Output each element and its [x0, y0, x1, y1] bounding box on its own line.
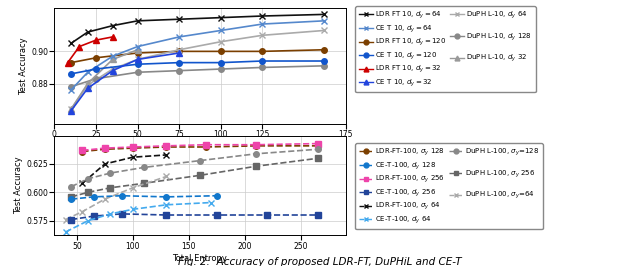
Legend: LDR-FT-100, $\sigma_y$ 128, CE-T-100, $d_y$ 128, LDR-FT-100, $\sigma_y$ 256, CE-: LDR-FT-100, $\sigma_y$ 128, CE-T-100, $d… — [355, 143, 543, 230]
Text: Total Entropy: Total Entropy — [172, 254, 227, 263]
Text: Fig. 2:  Accuracy of proposed LDR-FT, DuPHiL and CE-T: Fig. 2: Accuracy of proposed LDR-FT, DuP… — [178, 257, 462, 266]
Y-axis label: Test Accuracy: Test Accuracy — [19, 37, 28, 95]
Y-axis label: Test Accuracy: Test Accuracy — [15, 157, 24, 214]
